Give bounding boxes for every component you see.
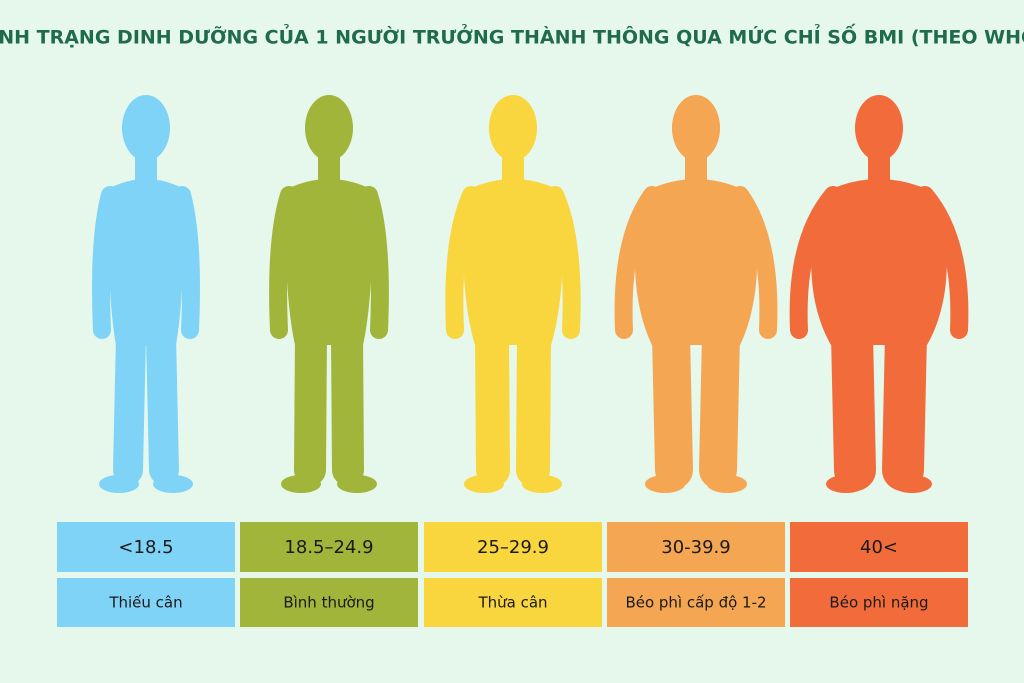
silhouette <box>614 95 778 493</box>
arm <box>789 186 842 339</box>
torso <box>106 179 186 345</box>
foot <box>707 475 747 493</box>
leg <box>331 319 364 486</box>
head <box>489 95 537 161</box>
silhouette <box>789 95 969 493</box>
neck <box>135 150 157 182</box>
arm <box>92 186 119 339</box>
leg <box>113 320 146 485</box>
arm <box>546 186 581 339</box>
torso <box>463 179 563 345</box>
neck <box>685 150 707 182</box>
range-box <box>57 522 235 572</box>
arm <box>731 186 778 339</box>
bmi-range: 25–29.9 <box>477 537 549 558</box>
silhouette <box>92 95 200 493</box>
range-box <box>607 522 785 572</box>
leg <box>831 314 876 491</box>
arm <box>614 186 661 339</box>
arm <box>445 186 480 339</box>
head <box>122 95 170 161</box>
label-box <box>607 578 785 627</box>
label-box <box>240 578 418 627</box>
bmi-range: 40< <box>860 537 898 558</box>
bmi-range: 18.5–24.9 <box>284 537 373 558</box>
foot <box>337 475 377 493</box>
range-box <box>240 522 418 572</box>
arm <box>269 186 298 339</box>
head <box>855 95 903 161</box>
neck <box>502 150 524 182</box>
label-box <box>790 578 968 627</box>
head <box>672 95 720 161</box>
head <box>305 95 353 161</box>
leg <box>516 318 551 487</box>
leg <box>294 319 327 486</box>
status-label: Thiếu cân <box>108 594 182 612</box>
foot <box>892 475 932 493</box>
leg <box>882 314 927 491</box>
status-label: Thừa cân <box>477 594 547 612</box>
silhouette <box>445 95 581 493</box>
neck <box>318 150 340 182</box>
range-box <box>790 522 968 572</box>
foot <box>99 475 139 493</box>
range-box <box>424 522 602 572</box>
leg <box>146 320 179 485</box>
foot <box>522 475 562 493</box>
neck <box>868 150 890 182</box>
arm <box>173 186 200 339</box>
arm <box>916 186 969 339</box>
torso <box>634 179 758 345</box>
foot <box>826 475 866 493</box>
foot <box>645 475 685 493</box>
foot <box>153 475 193 493</box>
label-box <box>424 578 602 627</box>
bmi-range: 30-39.9 <box>661 537 730 558</box>
torso <box>285 179 373 345</box>
status-label: Bình thường <box>283 594 374 612</box>
status-label: Béo phì cấp độ 1-2 <box>625 594 766 612</box>
arm <box>360 186 389 339</box>
label-box <box>57 578 235 627</box>
foot <box>281 475 321 493</box>
leg <box>699 316 740 489</box>
title: TÌNH TRẠNG DINH DƯỠNG CỦA 1 NGƯỜI TRƯỞNG… <box>0 23 1024 49</box>
torso <box>811 179 947 345</box>
silhouette <box>269 95 389 493</box>
leg <box>475 318 510 487</box>
leg <box>652 316 693 489</box>
bmi-range: <18.5 <box>118 537 173 558</box>
status-label: Béo phì nặng <box>829 594 928 612</box>
foot <box>464 475 504 493</box>
